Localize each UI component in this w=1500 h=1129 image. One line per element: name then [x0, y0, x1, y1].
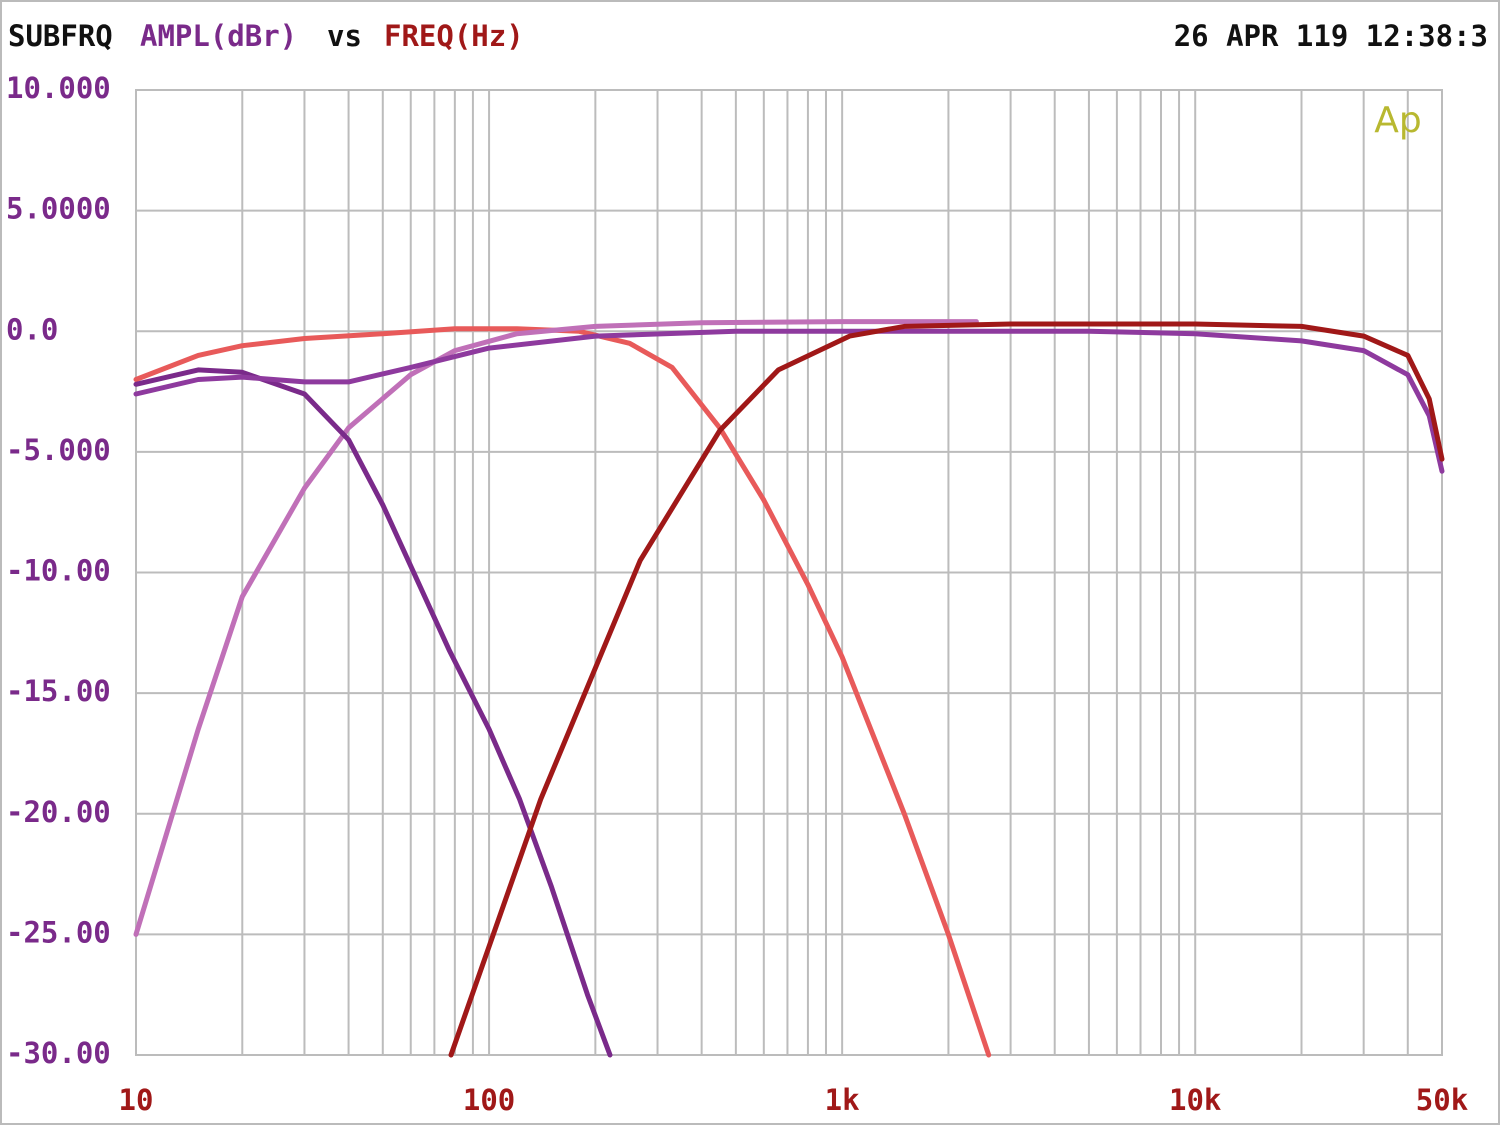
y-tick-label: 0.0	[6, 312, 58, 346]
series-line	[133, 326, 992, 1058]
timestamp: 26 APR 119 12:38:3	[1174, 19, 1488, 53]
y-tick-label: 5.0000	[6, 192, 111, 226]
logo: Ap	[1374, 100, 1421, 141]
x-axis-label: FREQ(Hz)	[384, 19, 524, 53]
y-tick-label: -10.00	[6, 554, 111, 588]
plot	[133, 319, 1445, 1058]
connector: vs	[327, 19, 362, 53]
y-tick-label: -20.00	[6, 795, 111, 829]
x-tick-label: 50k	[1416, 1083, 1468, 1117]
y-tick-label: 10.000	[6, 71, 111, 105]
series-line	[133, 328, 1445, 474]
x-tick-label: 1k	[825, 1083, 860, 1117]
x-tick-label: 10k	[1169, 1083, 1221, 1117]
instrument: SUBFRQ	[8, 19, 113, 53]
y-axis-label: AMPL(dBr)	[140, 19, 297, 53]
y-tick-label: -5.000	[6, 433, 111, 467]
series-line	[448, 321, 1445, 1058]
series-line	[133, 367, 613, 1058]
x-tick-label: 100	[463, 1083, 515, 1117]
y-tick-label: -15.00	[6, 674, 111, 708]
grid	[135, 89, 1443, 1056]
y-tick-label: -25.00	[6, 915, 111, 949]
x-tick-label: 10	[119, 1083, 154, 1117]
y-tick-label: -30.00	[6, 1036, 111, 1070]
